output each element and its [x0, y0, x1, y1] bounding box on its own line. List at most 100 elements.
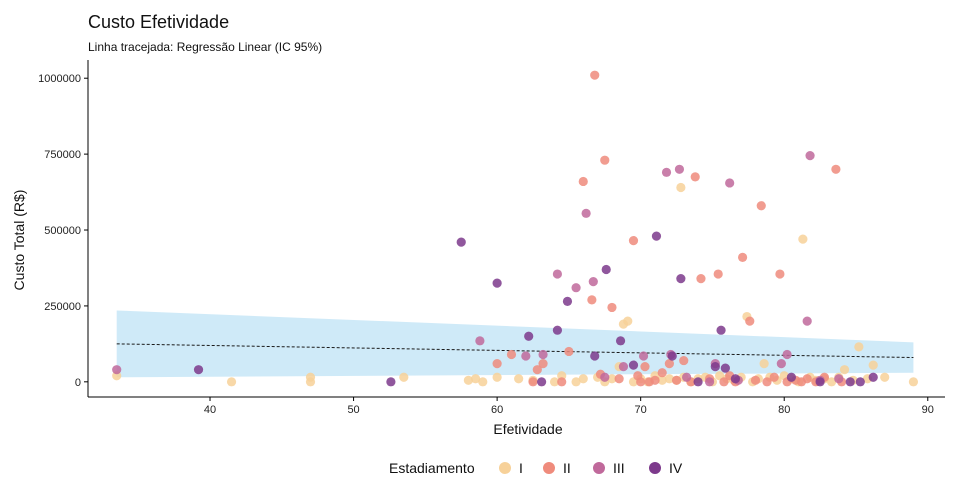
data-point — [775, 269, 785, 279]
data-point — [478, 377, 488, 387]
data-point — [908, 377, 919, 387]
data-point — [664, 359, 674, 369]
legend: Estadiamento I II III IV — [389, 460, 683, 476]
confidence-band-layer — [116, 310, 914, 378]
y-tick-label: 750000 — [44, 149, 81, 161]
data-point — [607, 302, 617, 313]
x-tick-label: 80 — [778, 404, 790, 416]
data-point — [226, 377, 237, 387]
data-point — [588, 277, 598, 287]
data-point — [552, 269, 563, 279]
data-point — [720, 363, 730, 373]
data-point — [745, 316, 755, 326]
series-III — [112, 151, 844, 387]
data-point — [674, 164, 685, 174]
data-point — [524, 331, 534, 341]
x-tick-label: 50 — [347, 404, 359, 416]
data-point — [571, 377, 581, 387]
data-point — [839, 365, 850, 375]
data-point — [618, 362, 629, 372]
data-point — [538, 349, 548, 360]
data-point — [305, 377, 316, 387]
data-point — [855, 377, 865, 387]
regression-line — [116, 343, 914, 359]
y-tick-label: 0 — [75, 377, 81, 389]
y-tick-label: 1000000 — [38, 73, 81, 85]
data-point — [676, 182, 686, 193]
data-point — [514, 374, 524, 384]
data-point — [549, 377, 560, 387]
data-point — [628, 360, 639, 370]
x-axis-title: Efetividade — [493, 421, 562, 437]
data-point — [756, 201, 766, 211]
data-point — [470, 374, 481, 384]
data-point — [750, 375, 761, 385]
data-point — [193, 365, 204, 375]
chart-subtitle: Linha tracejada: Regressão Linear (IC 95… — [88, 40, 322, 54]
data-point — [868, 372, 878, 382]
data-point — [868, 360, 878, 370]
data-point — [798, 234, 808, 244]
data-point — [713, 269, 723, 279]
regression-line-layer — [116, 343, 914, 359]
data-point — [640, 362, 650, 372]
data-point — [710, 362, 720, 372]
data-point — [845, 377, 855, 387]
data-point — [704, 377, 715, 387]
data-point — [696, 273, 706, 284]
data-point — [463, 375, 474, 385]
legend-marker — [649, 462, 661, 474]
data-point — [587, 295, 597, 305]
x-tick-label: 60 — [491, 404, 503, 416]
confidence-band — [116, 310, 914, 378]
data-point — [815, 377, 825, 387]
data-point — [532, 365, 542, 375]
data-point — [475, 336, 485, 346]
data-point — [802, 374, 812, 384]
data-point — [581, 208, 591, 218]
data-point — [456, 237, 466, 247]
data-point — [769, 372, 779, 382]
data-point — [802, 316, 812, 326]
data-point — [578, 374, 588, 384]
data-point — [492, 372, 502, 382]
data-point — [571, 283, 581, 293]
data-point — [521, 351, 531, 361]
data-point — [614, 374, 624, 384]
legend-label: II — [563, 460, 571, 476]
data-point — [537, 377, 547, 387]
data-point — [538, 359, 548, 369]
data-point — [601, 264, 611, 275]
y-tick-label: 250000 — [44, 301, 81, 313]
data-point — [664, 374, 674, 384]
data-point — [719, 377, 729, 387]
data-point — [552, 325, 563, 335]
data-point — [782, 349, 792, 360]
data-point — [492, 359, 502, 369]
data-point — [679, 355, 689, 366]
data-point — [671, 375, 682, 385]
data-point — [564, 346, 574, 357]
x-tick-label: 90 — [922, 404, 934, 416]
legend-label: I — [519, 460, 523, 476]
data-point — [805, 151, 815, 161]
data-point — [725, 178, 735, 188]
data-point — [638, 351, 649, 361]
data-point — [854, 342, 864, 352]
data-point — [737, 252, 748, 262]
data-point — [557, 377, 567, 387]
data-point — [386, 377, 396, 387]
data-point — [628, 236, 639, 246]
data-point — [657, 375, 667, 385]
data-point — [492, 278, 502, 288]
series-IV — [193, 231, 878, 387]
data-point — [623, 316, 633, 326]
data-point — [661, 167, 672, 177]
data-point — [112, 365, 122, 375]
points-layer — [112, 70, 919, 387]
data-point — [693, 377, 703, 387]
data-point — [578, 176, 588, 187]
legend-marker — [593, 462, 605, 474]
data-point — [786, 372, 797, 382]
